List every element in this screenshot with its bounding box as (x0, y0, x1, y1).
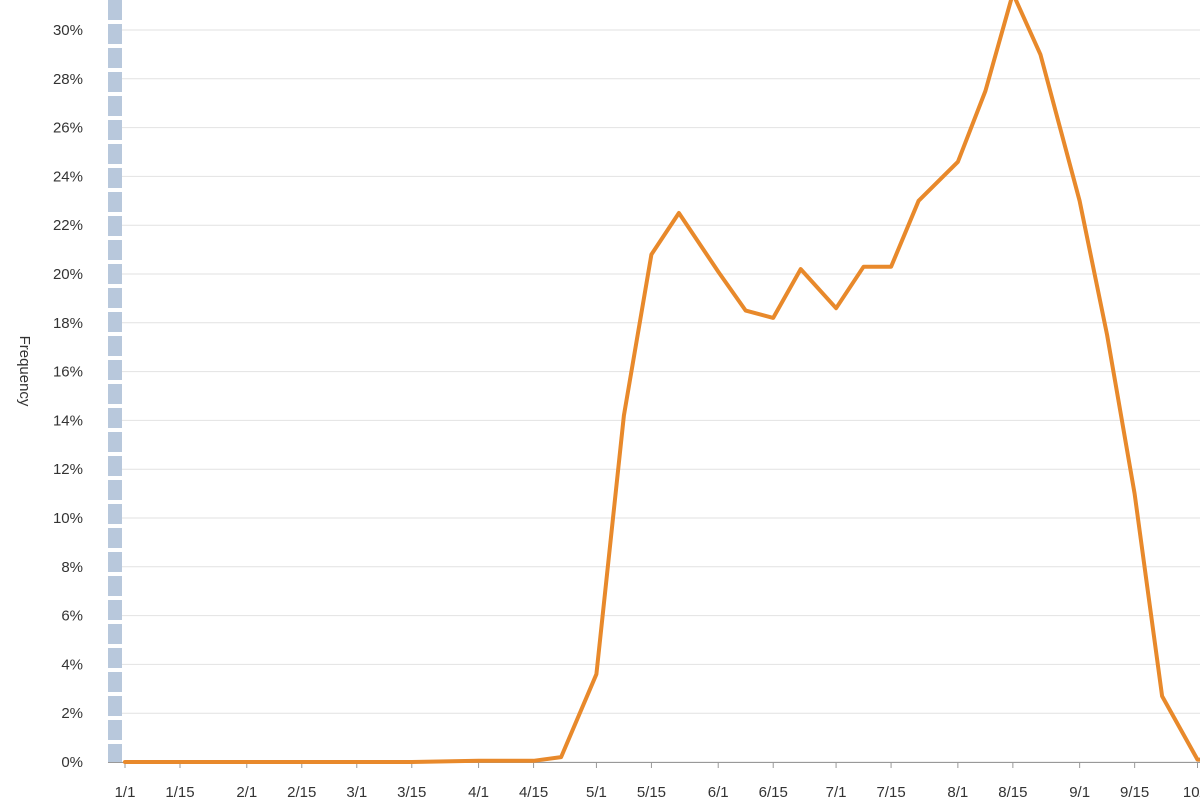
x-tick-label: 7/15 (876, 784, 905, 800)
x-tick-label: 6/15 (759, 784, 788, 800)
x-tick-label: 7/1 (826, 784, 847, 800)
axes (108, 0, 1200, 763)
x-tick-label: 9/15 (1120, 784, 1149, 800)
y-tick-label: 12% (53, 461, 83, 478)
series-layer (123, 0, 1200, 764)
y-tick-label: 4% (61, 656, 83, 673)
x-tick-label: 5/1 (586, 784, 607, 800)
x-tick-label: 3/15 (397, 784, 426, 800)
y-tick-label: 0% (61, 754, 83, 771)
x-tick-label: 4/15 (519, 784, 548, 800)
gridlines (108, 29, 1200, 763)
y-tick-labels: 0% 2% 4% 6% 8% 10% 12% 14% 16% 18% 20% 22% 24% 26% 28%… (53, 22, 83, 771)
y-axis-title: Frequency (16, 336, 33, 407)
y-tick-label: 28% (53, 71, 83, 88)
y-tick-label: 30% (53, 22, 83, 39)
x-tick-label: 6/1 (708, 784, 729, 800)
x-tick-labels: 1/1 1/15 2/1 2/15 3/1 3/15 4/1 4/15 5/1 5/15 6/1 6/… (115, 762, 1200, 800)
x-tick-label: 8/1 (947, 784, 968, 800)
y-tick-label: 16% (53, 364, 83, 381)
y-tick-label: 6% (61, 608, 83, 625)
y-tick-label: 24% (53, 168, 83, 185)
y-tick-label: 22% (53, 217, 83, 234)
y-tick-label: 10% (53, 510, 83, 527)
x-tick-label: 2/15 (287, 784, 316, 800)
x-tick-label: 1/1 (115, 784, 136, 800)
x-tick-label: 9/1 (1069, 784, 1090, 800)
y-tick-label: 20% (53, 266, 83, 283)
y-tick-label: 14% (53, 412, 83, 429)
x-tick-label: 1/15 (165, 784, 194, 800)
x-tick-label: 8/15 (998, 784, 1027, 800)
y-tick-label: 18% (53, 315, 83, 332)
x-tick-label: 5/15 (637, 784, 666, 800)
x-tick-label: 2/1 (236, 784, 257, 800)
series-line-0 (123, 0, 1200, 764)
x-tick-label: 4/1 (468, 784, 489, 800)
y-tick-label: 26% (53, 120, 83, 137)
x-tick-label: 3/1 (346, 784, 367, 800)
x-tick-label: 10/1 (1183, 784, 1200, 800)
y-tick-label: 2% (61, 705, 83, 722)
y-tick-label: 8% (61, 559, 83, 576)
